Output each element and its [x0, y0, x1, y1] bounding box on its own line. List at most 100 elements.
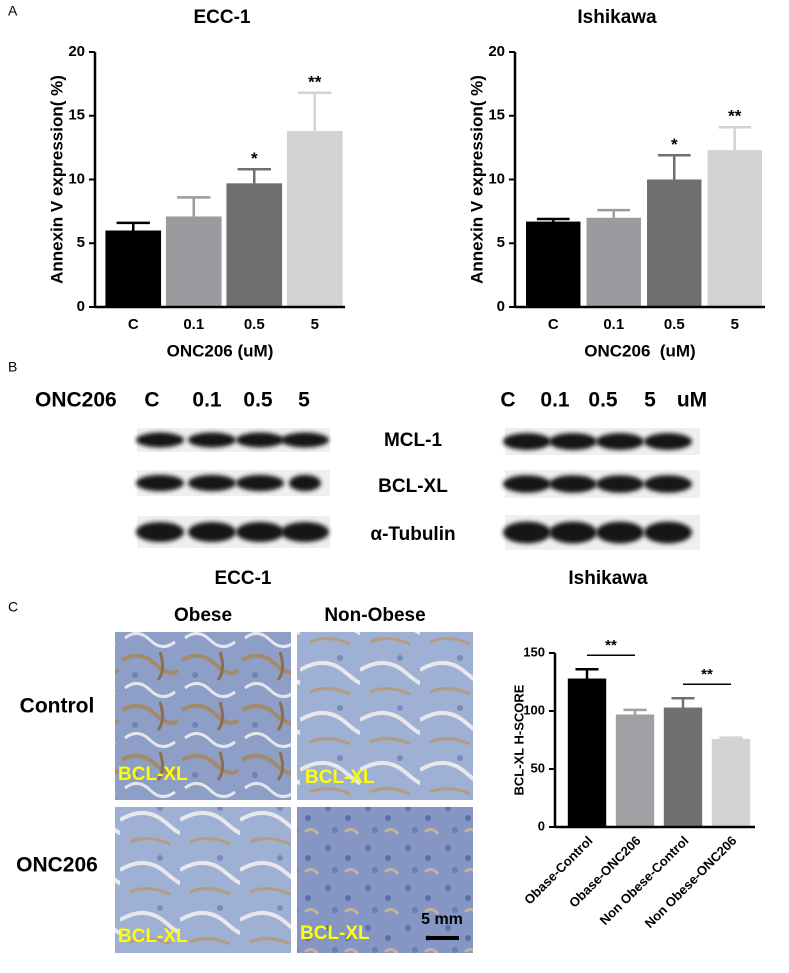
x-tick-label: C [548, 316, 559, 333]
y-tick-label: 5 [77, 234, 85, 251]
bar [226, 183, 283, 307]
y-tick-label: 20 [488, 43, 505, 60]
blot-band [236, 474, 284, 492]
x-tick-label: 0.5 [664, 316, 685, 333]
bar [647, 179, 702, 307]
x-tick-label: Non Obese-Control [597, 833, 692, 928]
blot-band [503, 475, 551, 493]
x-axis-label: ONC206 (uM) [584, 341, 695, 360]
chart-title: ECC-1 [193, 7, 250, 28]
chart-title: Ishikawa [577, 7, 657, 28]
blot-band [136, 522, 184, 542]
y-tick-label: 10 [68, 170, 85, 187]
blot-band [188, 432, 236, 448]
y-axis-label: Annexin V expression( %) [467, 75, 486, 284]
blot-band [281, 522, 329, 542]
panel-label: B [8, 359, 17, 375]
protein-label: α-Tubulin [370, 524, 455, 545]
row-label: ONC206 [16, 854, 98, 877]
panel-label: A [8, 3, 18, 19]
bar [586, 217, 641, 307]
panel-labels: A B C [8, 3, 18, 615]
blot-band [289, 474, 321, 492]
bar [286, 131, 343, 307]
blot-bands [136, 428, 700, 550]
lane-label: 0.1 [192, 389, 222, 412]
bar [711, 738, 751, 827]
lane-label: 0.5 [588, 389, 618, 412]
bar [165, 216, 222, 307]
histology-image [297, 807, 473, 953]
blot-band [503, 433, 551, 450]
blot-band [596, 475, 644, 493]
significance-label: * [671, 135, 678, 154]
y-tick-label: 0 [497, 298, 505, 315]
y-tick-label: 0 [538, 818, 545, 833]
western-blot: ONC206 C 0.1 0.5 5 C 0.1 0.5 5 uM MCL-1 … [35, 389, 707, 589]
stain-label: BCL-XL [305, 767, 375, 788]
blot-band [644, 475, 692, 493]
histology-image [115, 807, 291, 953]
histology-image [115, 632, 291, 800]
bar [663, 707, 703, 827]
blot-band [236, 432, 284, 448]
protein-label: MCL-1 [384, 430, 442, 451]
bar [567, 678, 607, 827]
column-label: Non-Obese [324, 605, 425, 626]
blot-band [136, 432, 184, 448]
stain-label: BCL-XL [118, 764, 188, 785]
y-axis-label: BCL-XL H-SCORE [511, 684, 526, 795]
significance-label: ** [605, 637, 617, 654]
scale-bar-label: 5 mm [421, 911, 463, 928]
stain-label: BCL-XL [118, 926, 188, 947]
bar [707, 150, 762, 307]
lane-label: C [144, 389, 159, 412]
blot-band [549, 433, 597, 450]
lane-label: C [500, 389, 515, 412]
y-tick-label: 0 [77, 298, 85, 315]
treatment-label: ONC206 [35, 389, 117, 412]
lane-label: uM [677, 389, 707, 412]
y-tick-label: 15 [488, 107, 505, 124]
lane-label: 5 [644, 389, 656, 412]
significance-label: * [251, 149, 258, 168]
y-tick-label: 10 [488, 170, 505, 187]
y-tick-label: 5 [497, 234, 505, 251]
significance-label: ** [701, 666, 713, 683]
bar [105, 230, 162, 307]
cell-line-label: ECC-1 [214, 568, 271, 589]
cell-line-label: Ishikawa [568, 568, 648, 589]
y-tick-label: 50 [531, 760, 545, 775]
x-tick-label: Non Obese-ONC206 [642, 833, 740, 931]
blot-band [188, 474, 236, 492]
blot-band [503, 521, 551, 544]
row-label: Control [20, 695, 95, 718]
blot-band [136, 474, 184, 492]
blot-band [188, 522, 236, 542]
lane-label: 0.5 [243, 389, 273, 412]
histology-image [297, 632, 473, 800]
bar [526, 221, 581, 307]
y-tick-label: 100 [523, 702, 545, 717]
histology: Obese Non-Obese Control ONC206 BCL-XL BC… [16, 605, 473, 953]
y-axis-label: Annexin V expression( %) [47, 75, 66, 284]
blot-band [236, 522, 284, 542]
blot-band [644, 433, 692, 450]
stain-label: BCL-XL [300, 923, 370, 944]
blot-band [596, 521, 644, 544]
x-tick-label: 0.1 [603, 316, 624, 333]
bar [615, 714, 655, 827]
x-tick-label: 0.5 [244, 316, 265, 333]
blot-band [596, 433, 644, 450]
lane-label: 0.1 [540, 389, 570, 412]
y-tick-label: 20 [68, 43, 85, 60]
blot-band [281, 432, 329, 448]
y-tick-label: 150 [523, 644, 545, 659]
lane-label: 5 [298, 389, 310, 412]
protein-label: BCL-XL [378, 476, 448, 497]
x-axis-label: ONC206 (uM) [167, 341, 274, 360]
y-tick-label: 15 [68, 107, 85, 124]
significance-label: ** [728, 107, 742, 126]
x-tick-label: 0.1 [183, 316, 204, 333]
